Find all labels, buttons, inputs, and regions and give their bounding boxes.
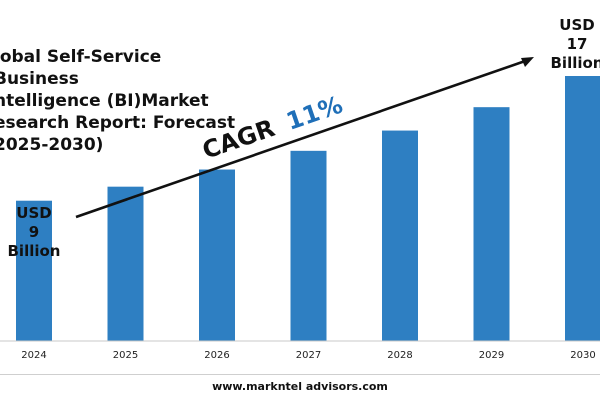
bars-group <box>16 76 600 341</box>
bar-2027 <box>290 150 327 341</box>
bar-2030 <box>565 76 600 341</box>
bar-2028 <box>382 130 418 341</box>
chart-title: lobal Self-Service Business ntelligence … <box>0 47 236 155</box>
x-tick-2028: 2028 <box>387 350 412 361</box>
start-label-line-2: Billion <box>8 242 61 260</box>
cagr-value: 11% <box>283 91 346 136</box>
x-tick-2026: 2026 <box>204 350 229 361</box>
end-label-line-0: USD <box>559 16 594 34</box>
bar-2025 <box>107 186 144 341</box>
start-label-line-1: 9 <box>29 223 39 241</box>
x-tick-2025: 2025 <box>113 350 138 361</box>
trend-arrow <box>75 57 534 219</box>
bar-2026 <box>199 169 235 341</box>
x-tick-2027: 2027 <box>296 350 321 361</box>
bar-2024 <box>16 200 52 341</box>
trend-line <box>75 58 529 219</box>
x-tick-2030: 2030 <box>570 350 595 361</box>
start-label-line-0: USD <box>16 204 51 222</box>
x-tick-2029: 2029 <box>479 350 504 361</box>
x-tick-labels: 2024 2025 2026 2027 2028 2029 2030 <box>21 350 595 361</box>
end-label-line-1: 17 <box>567 35 588 53</box>
footer-divider <box>0 374 600 375</box>
x-tick-2024: 2024 <box>21 350 46 361</box>
end-label-line-2: Billion <box>551 54 600 72</box>
bar-2029 <box>473 107 510 341</box>
trend-arrowhead <box>521 57 534 67</box>
footer-url[interactable]: www.markntel advisors.com <box>212 380 388 393</box>
